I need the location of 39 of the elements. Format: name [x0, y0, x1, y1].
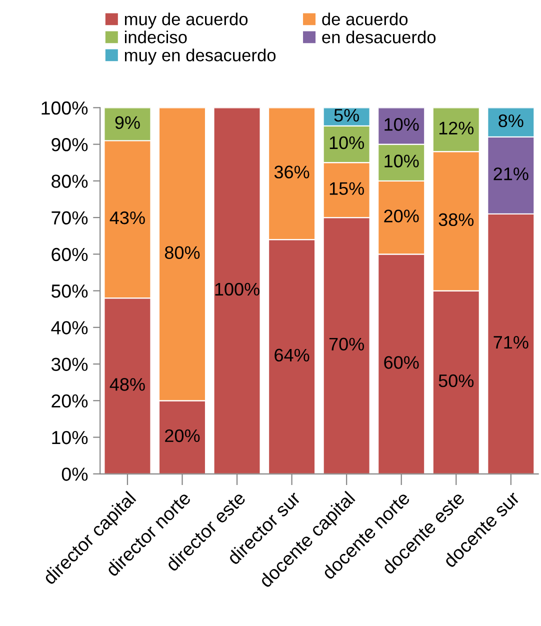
data-label: 70% — [329, 338, 364, 351]
y-tick-label: 100% — [42, 101, 88, 115]
data-label: 43% — [110, 211, 145, 224]
y-tick-label: 20% — [52, 394, 88, 408]
data-label: 80% — [164, 246, 200, 260]
data-label: 21% — [494, 167, 528, 180]
legend-label: de acuerdo — [322, 12, 408, 26]
legend-label: muy de acuerdo — [124, 12, 248, 29]
data-label: 5% — [334, 108, 359, 122]
y-tick-label: 70% — [52, 211, 88, 225]
y-tick-label: 0% — [62, 468, 88, 481]
y-tick-label: 50% — [52, 284, 88, 298]
legend-label: en desacuerdo — [322, 30, 436, 44]
data-label: 9% — [115, 116, 140, 129]
data-label: 36% — [274, 166, 310, 178]
data-label: 100% — [215, 282, 260, 296]
y-tick-label: 40% — [51, 321, 88, 334]
y-tick-label: 10% — [52, 430, 88, 444]
data-label: 10% — [330, 136, 364, 150]
y-tick-label: 60% — [52, 248, 88, 262]
data-label: 50% — [438, 374, 474, 388]
data-label: 60% — [384, 356, 419, 369]
data-label: 20% — [384, 210, 419, 222]
y-tick-label: 30% — [51, 358, 88, 371]
legend-label: indeciso — [124, 30, 187, 44]
data-label: 10% — [384, 154, 419, 168]
data-label: 8% — [498, 114, 524, 128]
bar — [213, 108, 261, 474]
data-label: 48% — [110, 378, 145, 391]
y-tick-label: 90% — [52, 138, 88, 152]
data-label: 20% — [165, 429, 200, 442]
data-label: 10% — [384, 118, 419, 131]
data-label: 71% — [494, 336, 528, 349]
data-label: 38% — [438, 213, 474, 226]
data-label: 15% — [330, 182, 364, 195]
data-label: 64% — [274, 348, 310, 362]
legend-label: muy en desacuerdo — [124, 48, 276, 65]
y-tick-label: 80% — [52, 174, 88, 188]
data-label: 12% — [439, 122, 474, 134]
